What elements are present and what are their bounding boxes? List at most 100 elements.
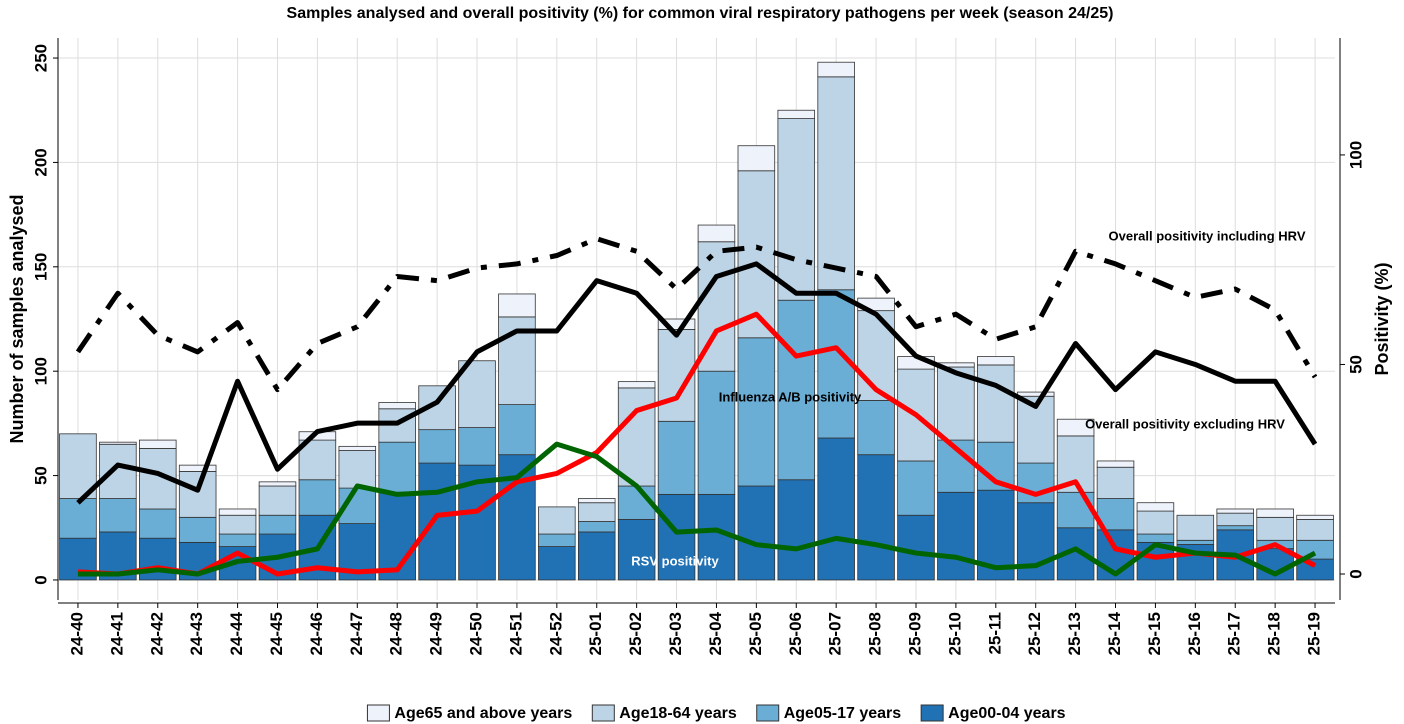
x-tick-label: 25-05	[746, 612, 765, 655]
bar-segment	[258, 485, 297, 516]
bar-segment	[777, 118, 816, 301]
bar-segment	[617, 519, 656, 581]
bar-segment	[777, 479, 816, 581]
line	[77, 441, 1317, 577]
x-tick-label: 25-10	[945, 612, 964, 655]
x-tick-label: 25-03	[666, 612, 685, 655]
bar-segment	[139, 508, 177, 539]
y-tick-label: 200	[31, 148, 50, 176]
bar-segment	[99, 498, 137, 533]
bar-segment	[857, 400, 895, 456]
bar-segment	[697, 224, 736, 243]
bar-segment	[737, 337, 776, 487]
y-tick-label: 50	[31, 466, 50, 485]
legend-label: Age18-64 years	[619, 705, 737, 722]
x-tick-label: 25-19	[1305, 612, 1324, 655]
bar-segment	[1136, 510, 1175, 535]
x-tick-label: 25-06	[786, 612, 805, 655]
bar-segment	[178, 464, 217, 472]
bar-segment	[1136, 533, 1175, 543]
x-tick-label: 25-14	[1105, 611, 1124, 655]
bar-segment	[577, 521, 616, 533]
bar-segment	[617, 381, 656, 389]
bar-segment	[139, 439, 177, 449]
bar-segment	[737, 145, 776, 172]
bar-segment	[498, 293, 536, 318]
bar-segment	[338, 450, 377, 489]
bar-segment	[498, 454, 536, 581]
x-tick-label: 24-44	[227, 611, 246, 655]
line-annotation: Overall positivity including HRV	[1109, 228, 1306, 243]
bar-segment	[1056, 418, 1095, 437]
x-tick-label: 25-12	[1025, 612, 1044, 655]
bar-segment	[258, 481, 297, 487]
legend-swatch	[756, 704, 780, 722]
x-tick-label: 24-50	[467, 612, 486, 655]
bar-segment	[1096, 466, 1135, 499]
bar-segment	[178, 470, 217, 518]
legend-swatch	[591, 704, 615, 722]
bar-segment	[1016, 391, 1055, 397]
bar-segment	[857, 454, 895, 581]
line-annotation: Influenza A/B positivity	[719, 389, 862, 404]
line	[77, 311, 1317, 577]
x-tick-label: 25-15	[1145, 612, 1164, 655]
bar-segment	[378, 441, 416, 493]
x-tick-label: 24-51	[506, 612, 525, 655]
bar-segment	[897, 514, 935, 581]
x-tick-label: 25-01	[586, 612, 605, 655]
bar-segment	[59, 498, 97, 539]
legend-label: Age05-17 years	[784, 705, 902, 722]
y2-tick-label: 0	[1346, 569, 1365, 578]
bar-segment	[737, 170, 776, 339]
bar-segment	[937, 439, 975, 493]
bar-segment	[418, 429, 456, 464]
x-tick-label: 25-13	[1065, 612, 1084, 655]
legend: Age65 and above years Age18-64 years Age05…	[366, 704, 1066, 722]
bar-segment	[218, 508, 257, 516]
x-tick-label: 24-42	[147, 612, 166, 655]
x-tick-label: 24-40	[67, 612, 86, 655]
bar-segment	[298, 479, 337, 516]
y-tick-label: 0	[31, 575, 50, 584]
x-tick-label: 25-18	[1265, 612, 1284, 655]
bar-segment	[1136, 502, 1175, 512]
bar-segment	[777, 109, 816, 119]
bar-segment	[1056, 491, 1095, 529]
y2-tick-label: 100	[1346, 141, 1365, 169]
line	[75, 236, 1318, 393]
x-tick-label: 25-09	[905, 612, 924, 655]
y-tick-label: 250	[31, 44, 50, 72]
bar-segment	[817, 61, 855, 78]
bar-segment	[458, 360, 496, 428]
bar-segment	[538, 546, 576, 581]
bar-segment	[777, 299, 816, 481]
legend-swatch	[920, 704, 944, 722]
bar-segment	[218, 514, 257, 535]
bar-segment	[817, 437, 855, 581]
bar-segment	[897, 460, 935, 516]
bar-segment	[538, 533, 576, 547]
bar-segment	[577, 502, 616, 522]
x-tick-label: 25-11	[985, 612, 1004, 655]
x-tick-label: 24-45	[267, 612, 286, 655]
x-tick-label: 24-43	[187, 612, 206, 655]
line-annotation: RSV positivity	[631, 553, 719, 568]
x-tick-label: 25-17	[1225, 612, 1244, 655]
bar-segment	[657, 318, 696, 330]
bar-segment	[59, 433, 97, 499]
x-tick-label: 25-16	[1185, 612, 1204, 655]
bar-segment	[577, 498, 616, 504]
legend-label: Age00-04 years	[948, 705, 1066, 722]
bar-segment	[218, 533, 257, 547]
y-axis-title: Number of samples analysed	[7, 194, 27, 443]
x-tick-label: 25-02	[626, 612, 645, 655]
bar-segment	[977, 356, 1015, 366]
bar-segment	[657, 493, 696, 581]
bar-segment	[378, 491, 416, 581]
bar-segment	[977, 364, 1015, 443]
bar-segment	[298, 439, 337, 481]
x-tick-label: 24-48	[387, 612, 406, 655]
bar-segment	[1296, 519, 1334, 541]
bar-segment	[1216, 512, 1254, 527]
